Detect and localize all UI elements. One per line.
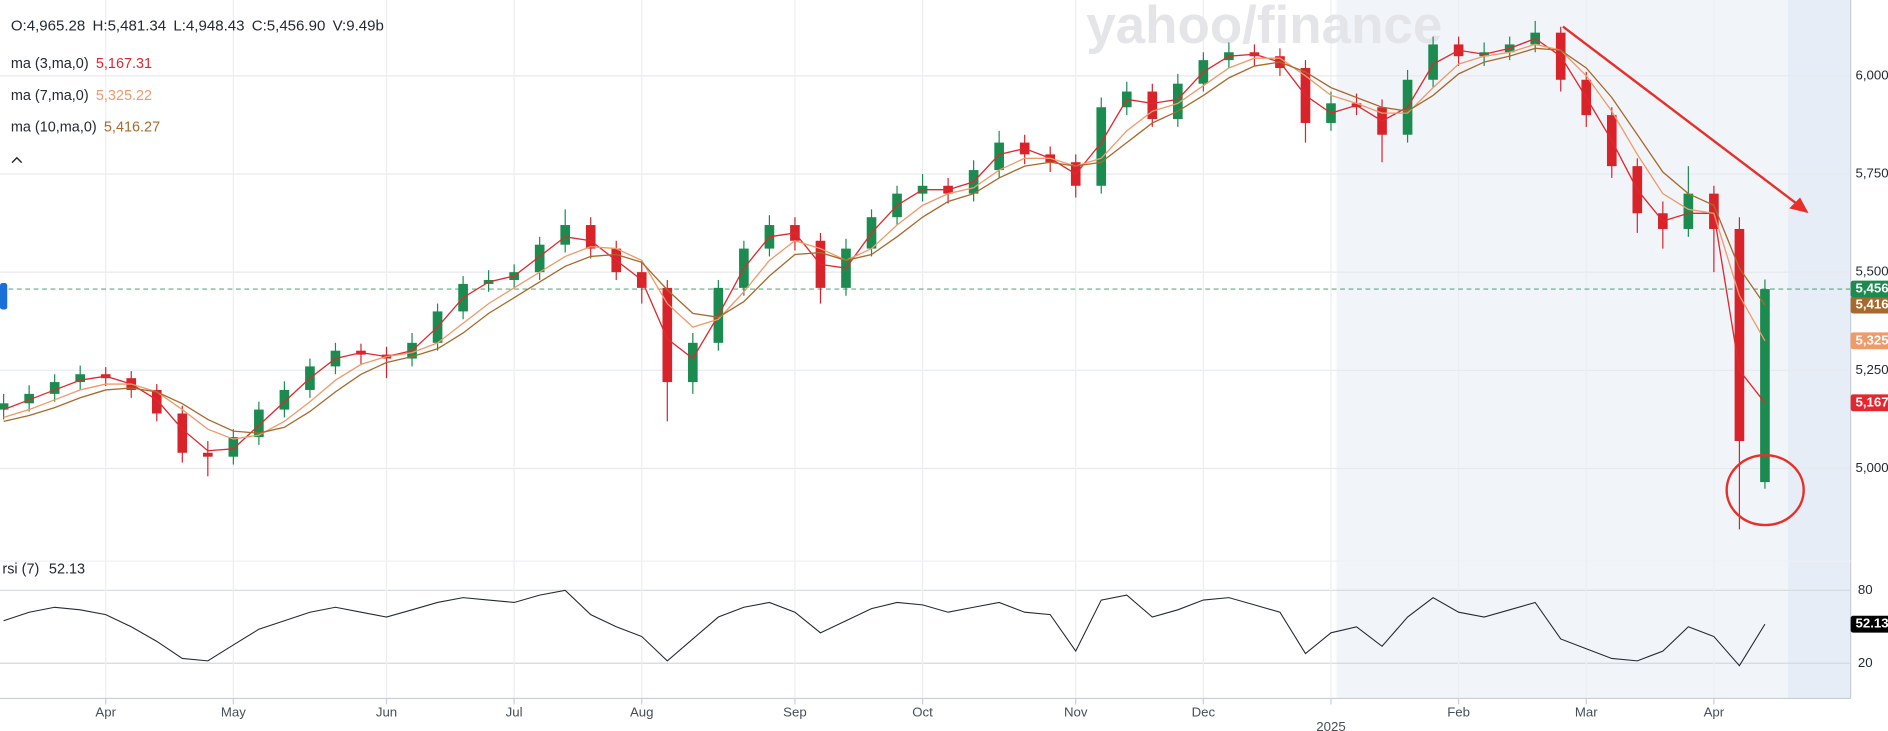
candle-body: [228, 437, 239, 457]
candle-body: [254, 409, 264, 438]
arrow-head: [1789, 197, 1809, 214]
candle-body: [75, 374, 86, 383]
rsi-badge-label: 52.13: [1855, 616, 1888, 631]
watermark: yahoo/finance: [1086, 0, 1442, 55]
plot: [0, 20, 1851, 667]
legend-entry: ma (10,ma,0) 5,416.27: [11, 120, 160, 136]
x-tick-label: May: [221, 704, 246, 719]
ma-line: [3, 37, 1766, 452]
rsi-value: 52.13: [49, 561, 85, 577]
ma-line: [3, 43, 1766, 440]
price-badge: [1850, 296, 1888, 314]
legend-value: 5,325.22: [96, 88, 152, 104]
x-tick-label: Aug: [630, 704, 654, 719]
candle-body: [1734, 228, 1745, 441]
candle-body: [994, 142, 1004, 171]
ohlcv-label: H:5,481.34: [93, 18, 167, 35]
ohlcv-label: O:4,965.28: [11, 18, 85, 35]
legend-name: ma (10,ma,0): [11, 120, 97, 136]
candle-body: [177, 413, 188, 453]
x-tick-label: Oct: [912, 704, 933, 719]
y-tick-label: 5,750: [1855, 165, 1888, 180]
x-tick-label: Mar: [1575, 704, 1598, 719]
legend-entry: ma (7,ma,0) 5,325.22: [11, 88, 152, 104]
x-tick-label: Apr: [95, 704, 116, 719]
rsi-legend: rsi (7) 52.13: [2, 561, 85, 577]
ma-line: [3, 47, 1766, 434]
candle-body: [1173, 83, 1183, 120]
x-tick-label: Apr: [1704, 704, 1725, 719]
close-badge: [1850, 280, 1888, 298]
year-shading: [1336, 0, 1851, 699]
candle-body: [560, 225, 571, 245]
candle-body: [24, 393, 34, 404]
y-tick-label: 6,000: [1855, 67, 1888, 82]
price-badge-label: 5,325.22: [1855, 332, 1888, 347]
candle-body: [688, 342, 698, 383]
y-tick-label: 5,250: [1855, 362, 1888, 377]
x-tick-label: Dec: [1192, 704, 1216, 719]
candle-body: [49, 382, 60, 394]
rsi-tick-label: 20: [1858, 655, 1873, 670]
x-tick-label: Sep: [783, 704, 807, 719]
rsi-name: rsi (7): [2, 561, 39, 577]
candle-body: [1709, 193, 1719, 229]
candle-body: [534, 244, 545, 273]
x-tick-label: Nov: [1064, 704, 1088, 719]
left-tab: [0, 283, 8, 310]
ohlcv-label: V:9.49b: [333, 18, 384, 35]
close-badge-label: 5,456.90: [1855, 281, 1888, 296]
candle-body: [279, 389, 290, 410]
candle-body: [0, 403, 9, 410]
legend-value: 5,167.31: [96, 56, 152, 72]
x-tick-label: Jul: [506, 704, 523, 719]
future-shading: [1788, 0, 1851, 699]
candle-body: [1096, 107, 1107, 186]
x-tick-label: Jun: [376, 704, 397, 719]
price-badge-label: 5,416.27: [1855, 297, 1888, 312]
candle-body: [151, 389, 162, 414]
legend-name: ma (3,ma,0): [11, 56, 89, 72]
legend-entry: ma (3,ma,0) 5,167.31: [11, 56, 152, 72]
price-badge: [1850, 332, 1888, 350]
x-tick-label: 2025: [1316, 719, 1345, 731]
candle-body: [203, 452, 213, 457]
candle-body: [585, 225, 596, 249]
candle-body: [1683, 193, 1694, 229]
y-tick-label: 5,000: [1855, 460, 1888, 475]
rsi-tick-label: 80: [1858, 582, 1873, 597]
legend-name: ma (7,ma,0): [11, 88, 89, 104]
candle-body: [1760, 289, 1770, 483]
grid: [0, 0, 1851, 705]
x-tick-label: Feb: [1447, 704, 1470, 719]
rsi-badge: [1850, 615, 1888, 633]
legend-value: 5,416.27: [104, 120, 160, 136]
collapse-caret[interactable]: [11, 156, 23, 164]
price-badge-label: 5,167.31: [1855, 394, 1888, 409]
ohlcv-label: C:5,456.90: [252, 18, 326, 35]
rsi-line: [3, 589, 1766, 667]
highlight-circle: [1725, 454, 1805, 527]
trend-arrow: [1562, 25, 1803, 209]
ohlcv-label: L:4,948.43: [173, 18, 244, 35]
candle-body: [1147, 91, 1158, 120]
candle-body: [1428, 44, 1438, 80]
candle-body: [662, 287, 673, 383]
ohlcv-header: O:4,965.28 H:5,481.34 L:4,948.43 C:5,456.90…: [11, 18, 384, 35]
y-tick-label: 5,500: [1855, 264, 1888, 279]
price-badge: [1850, 394, 1888, 412]
